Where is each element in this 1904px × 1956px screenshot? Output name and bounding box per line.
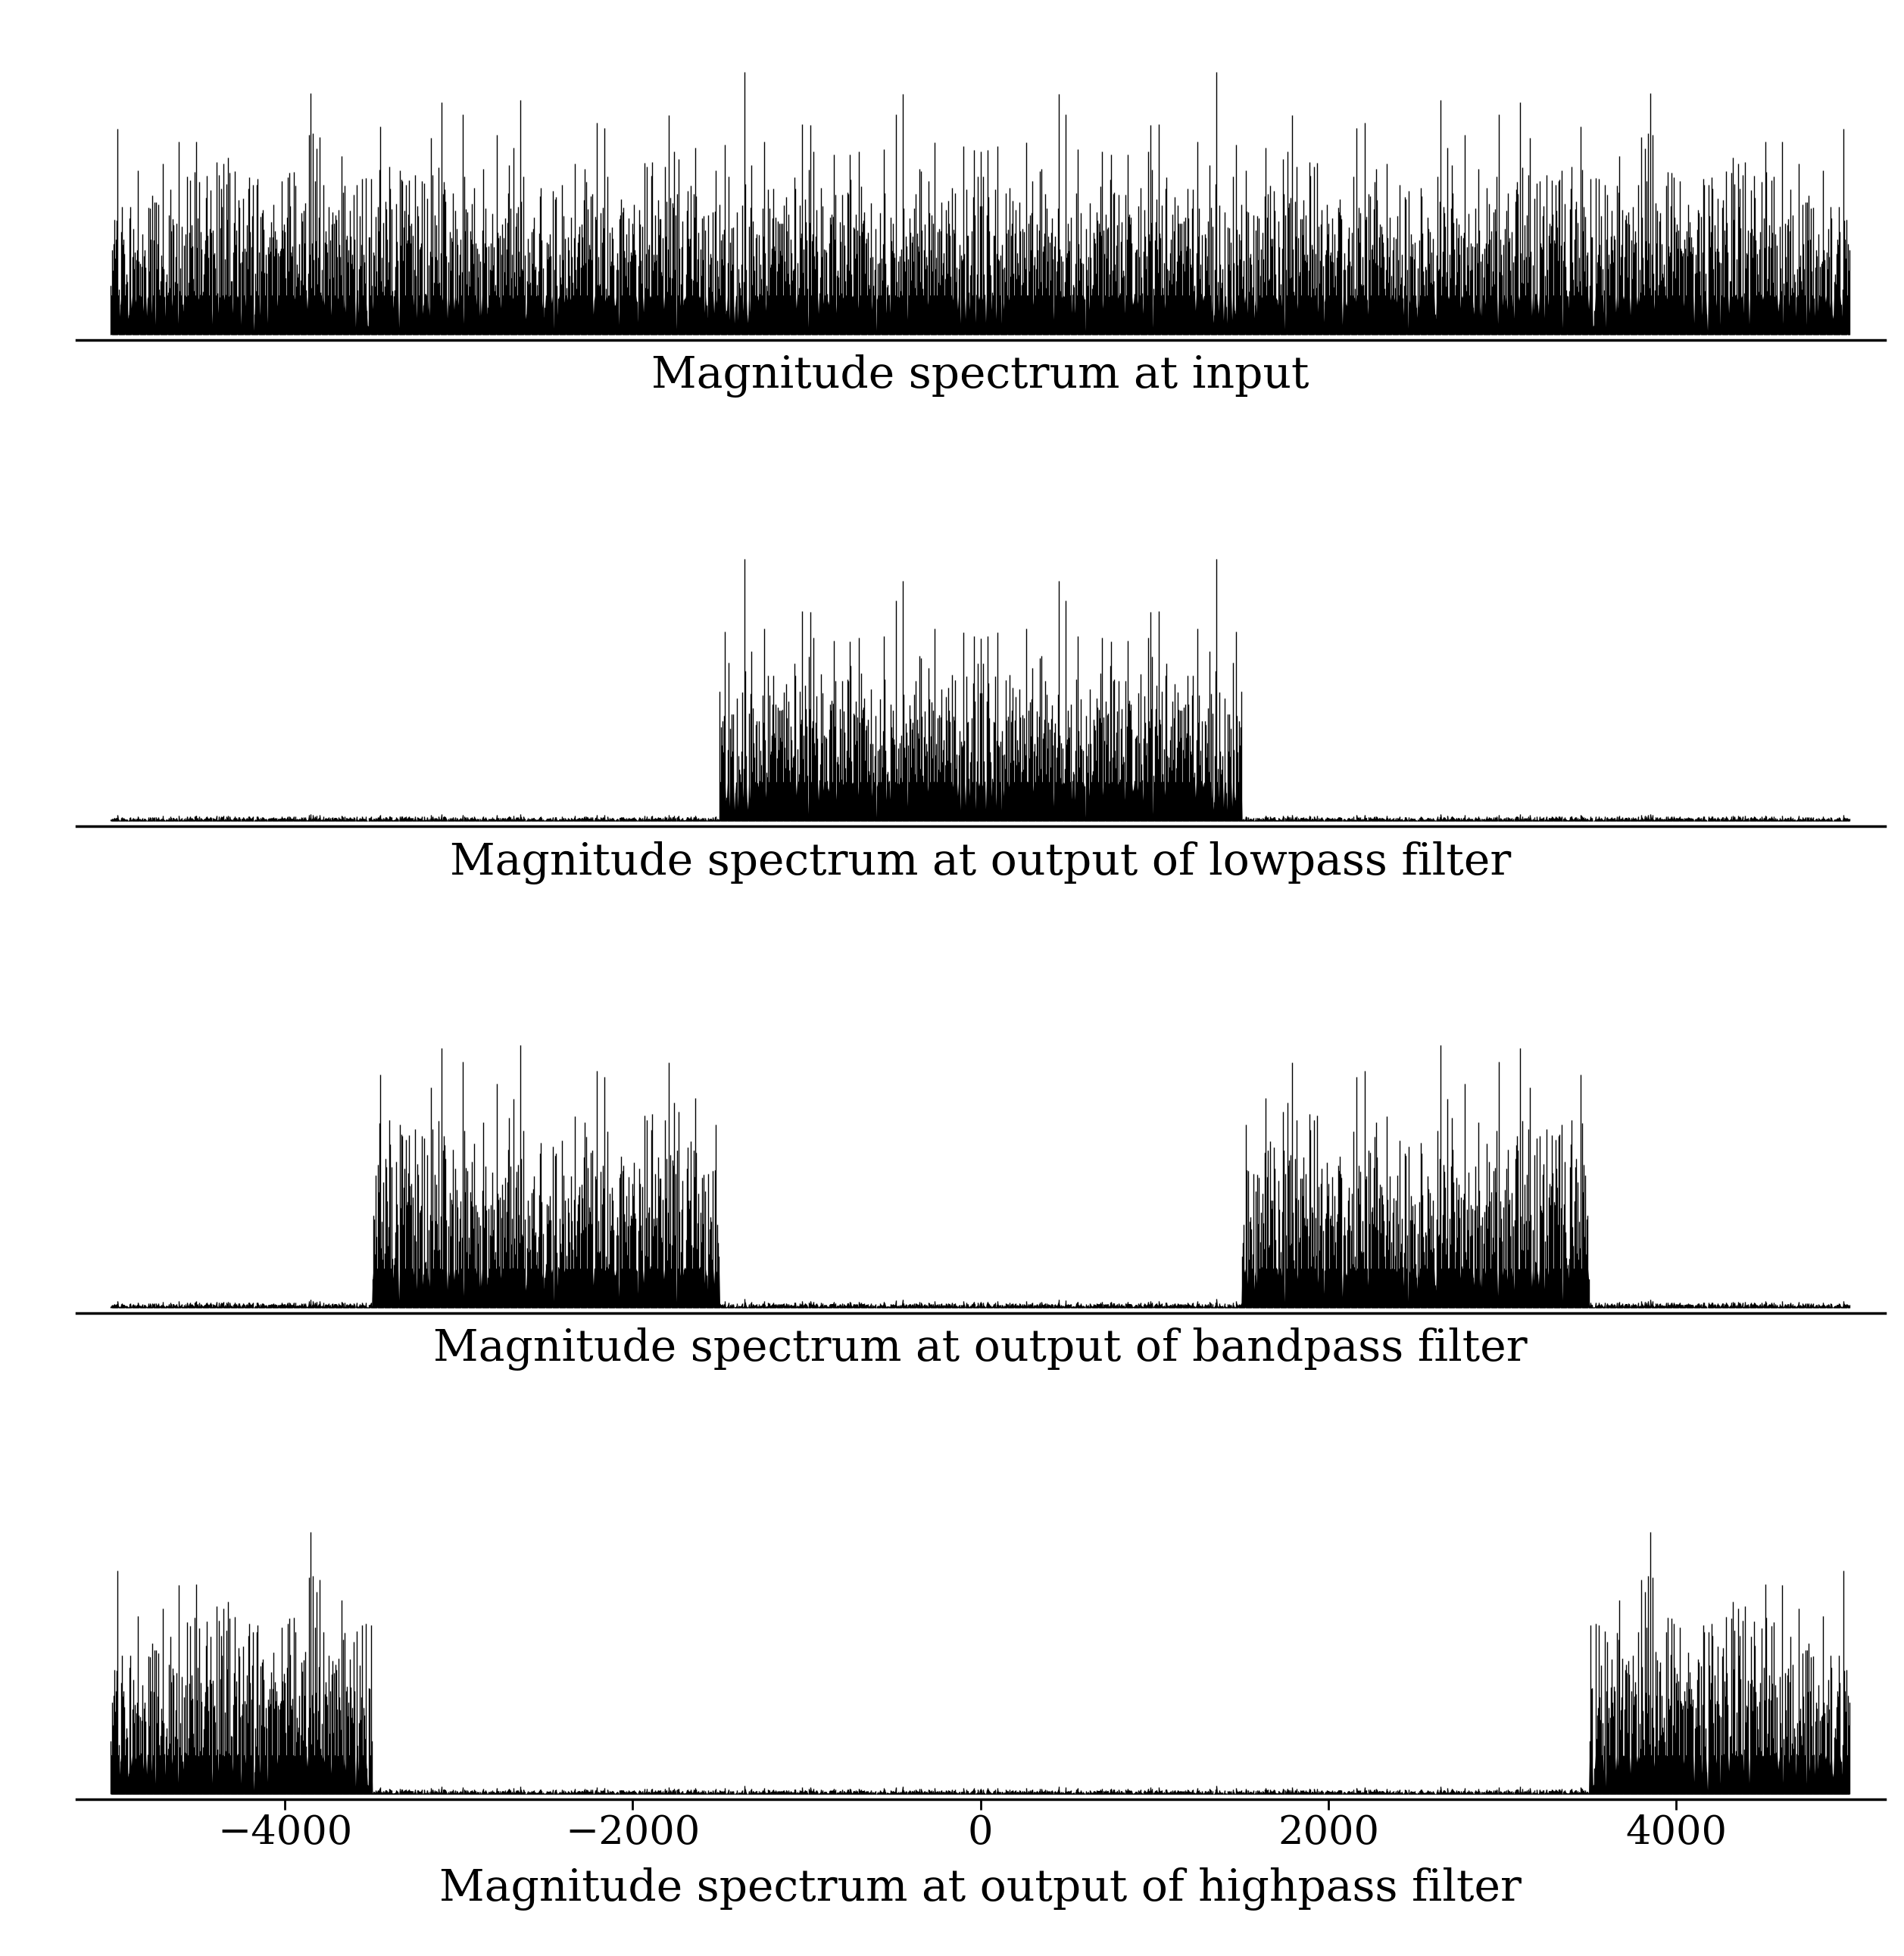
- X-axis label: Magnitude spectrum at output of bandpass filter: Magnitude spectrum at output of bandpass…: [434, 1328, 1527, 1371]
- X-axis label: Magnitude spectrum at input: Magnitude spectrum at input: [651, 354, 1310, 397]
- X-axis label: Magnitude spectrum at output of lowpass filter: Magnitude spectrum at output of lowpass …: [449, 841, 1512, 884]
- X-axis label: Magnitude spectrum at output of highpass filter: Magnitude spectrum at output of highpass…: [440, 1868, 1521, 1911]
